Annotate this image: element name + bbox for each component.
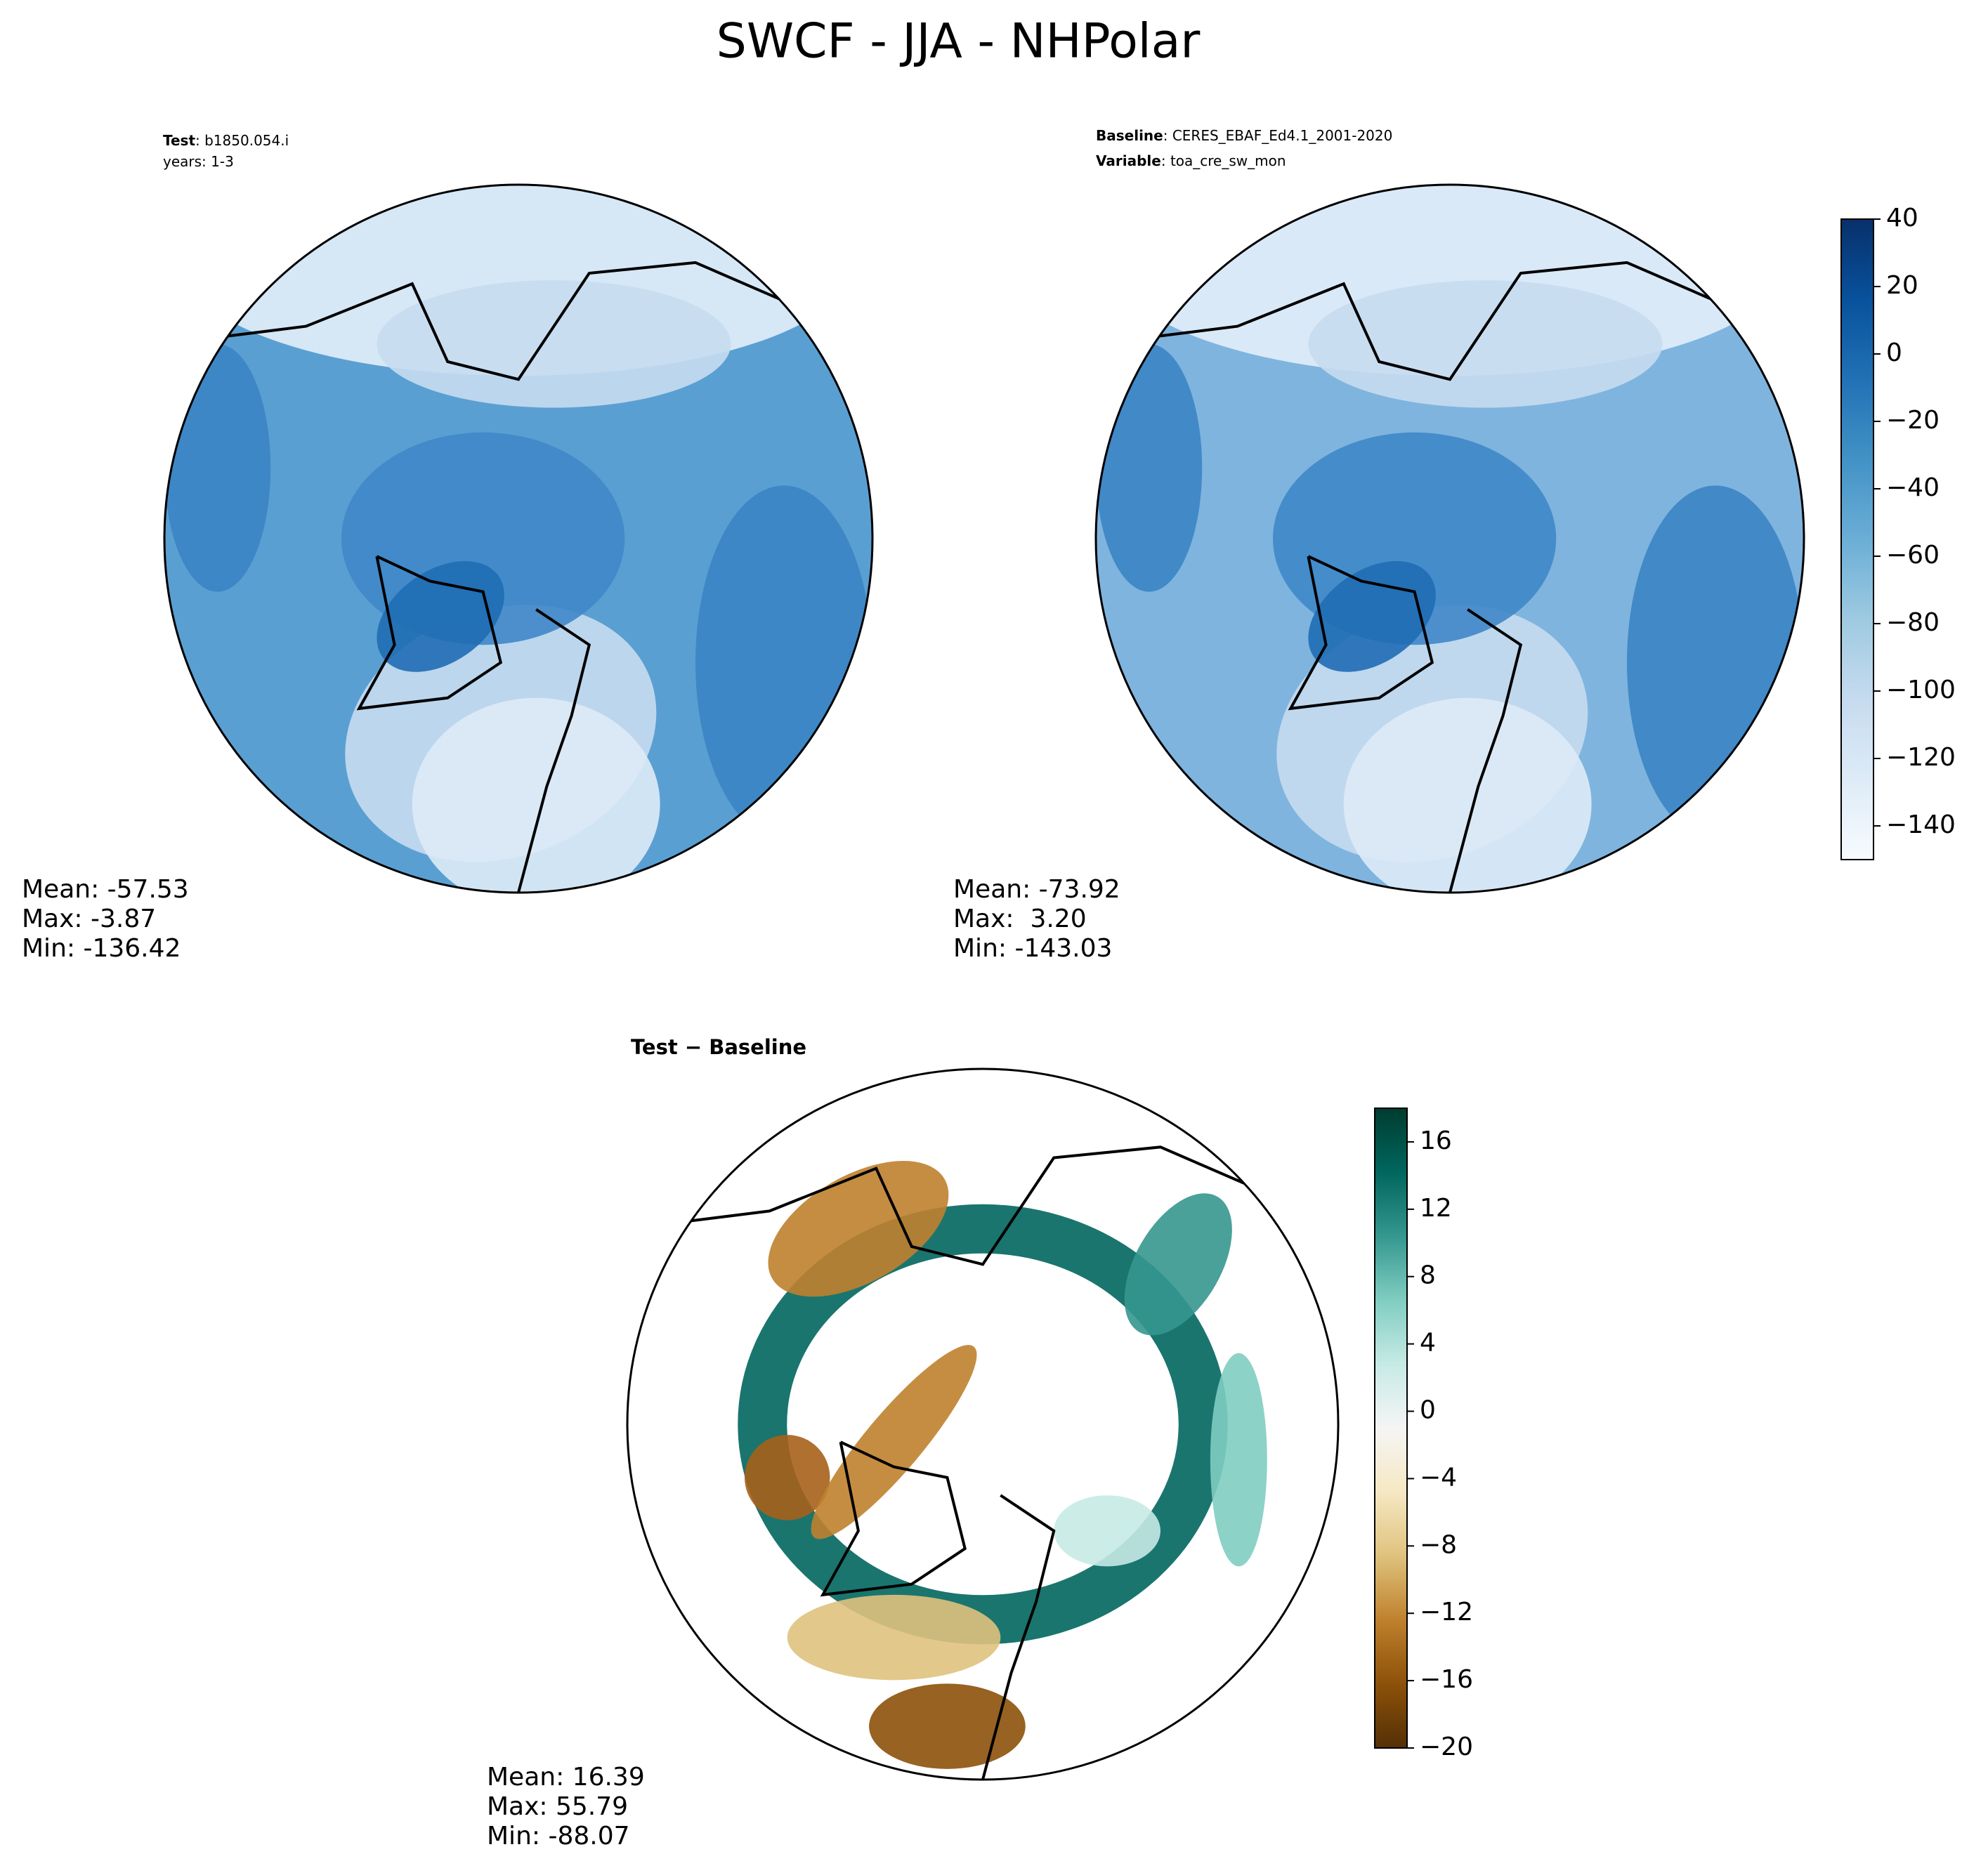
- coastline: [627, 1145, 1338, 1266]
- panel-stat: Max: 55.79: [487, 1792, 628, 1821]
- colorbar-tick-label: 0: [1420, 1396, 1436, 1425]
- colorbar-tick-label: 40: [1886, 204, 1918, 232]
- heading-key: Test − Baseline: [631, 1035, 806, 1059]
- colorbar-tick-label: 20: [1886, 271, 1918, 300]
- field-blob: [412, 697, 660, 893]
- panel-stat: Mean: -73.92: [953, 875, 1120, 904]
- coastline: [820, 1440, 967, 1597]
- field-blob: [1124, 1193, 1232, 1336]
- field-blob: [1054, 1495, 1160, 1567]
- coastline: [1449, 608, 1523, 893]
- coastline: [356, 555, 503, 711]
- colorbar: [1374, 1108, 1408, 1749]
- panel-heading: Test − Baseline: [631, 1035, 806, 1059]
- panel-stat: Max: -3.87: [22, 905, 156, 933]
- colorbar-tick-label: −80: [1886, 608, 1940, 637]
- coastline: [1096, 261, 1804, 381]
- colorbar-tick-label: 0: [1886, 339, 1902, 367]
- map-field: [164, 185, 872, 893]
- heading-text: : b1850.054.i: [195, 132, 289, 149]
- field-blob: [164, 343, 271, 592]
- colorbar-tick-label: −40: [1886, 473, 1940, 502]
- coastline: [1288, 555, 1434, 711]
- field-blob: [1343, 697, 1592, 893]
- heading-text: years: 1-3: [163, 153, 234, 170]
- panel-heading: Baseline: CERES_EBAF_Ed4.1_2001-2020: [1096, 127, 1392, 144]
- coastline: [981, 1494, 1056, 1780]
- coastline: [517, 608, 591, 893]
- field-blob: [1308, 280, 1663, 408]
- field-blob: [695, 485, 872, 840]
- panel-stat: Min: -88.07: [487, 1822, 630, 1851]
- panel-stat: Min: -136.42: [22, 934, 181, 963]
- panel-stat: Max: 3.20: [953, 905, 1087, 933]
- colorbar-tick-label: 4: [1420, 1329, 1436, 1358]
- colorbar-tick-label: −16: [1420, 1665, 1473, 1694]
- panel-stat: Mean: 16.39: [487, 1763, 645, 1792]
- map-boundary: [626, 1067, 1340, 1781]
- heading-text: : toa_cre_sw_mon: [1161, 152, 1286, 169]
- colorbar-tick-label: −8: [1420, 1530, 1457, 1559]
- field-blob: [811, 1345, 977, 1539]
- colorbar-tick-label: −60: [1886, 541, 1940, 570]
- colorbar-tick-label: −120: [1886, 743, 1956, 772]
- heading-key: Baseline: [1096, 127, 1163, 144]
- panel-stat: Mean: -57.53: [22, 875, 189, 904]
- field-blob: [744, 1435, 830, 1520]
- colorbar: [1840, 218, 1874, 860]
- colorbar-tick-label: −4: [1420, 1463, 1457, 1492]
- colorbar-tick-label: −20: [1886, 406, 1940, 435]
- coastline: [164, 261, 872, 381]
- heading-text: : CERES_EBAF_Ed4.1_2001-2020: [1163, 127, 1393, 144]
- field-blob: [787, 1594, 1001, 1681]
- field-blob: [377, 280, 731, 408]
- colorbar-tick-label: −100: [1886, 676, 1956, 704]
- panel-heading: Variable: toa_cre_sw_mon: [1096, 152, 1286, 169]
- colorbar-tick-label: 16: [1420, 1126, 1452, 1155]
- map-boundary: [163, 183, 874, 894]
- colorbar-tick-label: 12: [1420, 1194, 1452, 1223]
- panel-heading: years: 1-3: [163, 153, 234, 170]
- map-field: [627, 1069, 1338, 1780]
- colorbar-tick-label: 8: [1420, 1261, 1436, 1290]
- colorbar-tick-label: −140: [1886, 810, 1956, 839]
- field-blob: [869, 1683, 1026, 1769]
- colorbar-tick-label: −12: [1420, 1598, 1473, 1626]
- field-blob: [1096, 343, 1203, 592]
- colorbar-tick-label: −20: [1420, 1733, 1473, 1761]
- heading-key: Variable: [1096, 152, 1161, 169]
- field-blob: [1627, 485, 1804, 840]
- panel-heading: Test: b1850.054.i: [163, 132, 289, 149]
- figure-title: SWCF - JJA - NHPolar: [717, 14, 1201, 70]
- heading-key: Test: [163, 132, 195, 149]
- map-boundary: [1094, 183, 1805, 894]
- map-field: [1096, 185, 1804, 893]
- field-blob: [1210, 1353, 1267, 1567]
- panel-stat: Min: -143.03: [953, 934, 1112, 963]
